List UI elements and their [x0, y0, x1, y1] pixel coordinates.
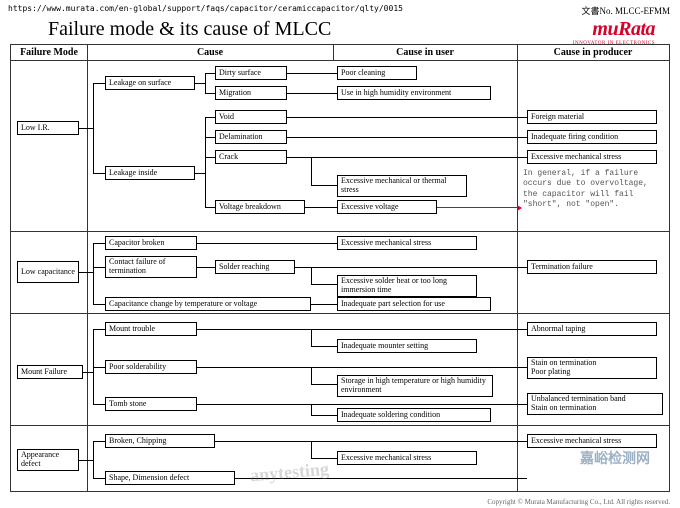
prod-mech2: Excessive mechanical stress — [527, 434, 657, 448]
prod-mech: Excessive mechanical stress — [527, 150, 657, 164]
doc-number: 文書No. MLCC-EFMM — [581, 4, 670, 17]
col-cause-producer: Cause in producer — [517, 45, 669, 61]
prod-foreign: Foreign material — [527, 110, 657, 124]
cause-leak-inside: Leakage inside — [105, 166, 195, 180]
user-inad-mounter: Inadequate mounter setting — [337, 339, 477, 353]
cause-leak-surface: Leakage on surface — [105, 76, 195, 90]
mode-low-ir: Low I.R. — [17, 121, 79, 135]
user-mech-therm: Excessive mechanical or thermal stress — [337, 175, 467, 197]
user-humid: Use in high humidity environment — [337, 86, 491, 100]
cause-migration: Migration — [215, 86, 287, 100]
prod-abn-taping: Abnormal taping — [527, 322, 657, 336]
user-mech-stress: Excessive mechanical stress — [337, 236, 477, 250]
col-cause: Cause — [87, 45, 333, 61]
user-overvolt: Excessive voltage — [337, 200, 437, 214]
cause-shape: Shape, Dimension defect — [105, 471, 235, 485]
mode-mount-fail: Mount Failure — [17, 365, 83, 379]
source-url: https://www.murata.com/en-global/support… — [8, 4, 403, 13]
overvolt-arrow — [437, 207, 521, 208]
cause-contact-fail: Contact failure of termination — [105, 256, 197, 278]
user-inad-solder: Inadequate soldering condition — [337, 408, 491, 422]
overvolt-note: In general, if a failure occurs due to o… — [523, 169, 663, 211]
user-mech-stress2: Excessive mechanical stress — [337, 451, 477, 465]
copyright: Copyright © Murata Manufacturing Co., Lt… — [487, 498, 670, 506]
cause-broken-chip: Broken, Chipping — [105, 434, 215, 448]
prod-stain-plating: Stain on termination Poor plating — [527, 357, 657, 379]
user-solder-heat: Excessive solder heat or too long immers… — [337, 275, 477, 297]
cause-poor-solder: Poor solderability — [105, 360, 197, 374]
cause-dirty: Dirty surface — [215, 66, 287, 80]
cause-mount-trouble: Mount trouble — [105, 322, 197, 336]
user-storage: Storage in high temperature or high humi… — [337, 375, 493, 397]
cause-cap-change: Capacitance change by temperature or vol… — [105, 297, 311, 311]
cause-cap-broken: Capacitor broken — [105, 236, 197, 250]
watermark-cn: 嘉峪检测网 — [580, 448, 650, 468]
cause-delam: Delamination — [215, 130, 287, 144]
logo-text: muRata — [573, 18, 655, 41]
user-inad-part: Inadequate part selection for use — [337, 297, 491, 311]
page-title: Failure mode & its cause of MLCC — [48, 18, 331, 41]
prod-unbal: Unbalanced termination band Stain on ter… — [527, 393, 663, 415]
cause-solder-reach: Solder reaching — [215, 260, 295, 274]
brand-logo: muRata INNOVATOR IN ELECTRONICS — [573, 18, 655, 46]
cause-vbreak: Voltage breakdown — [215, 200, 305, 214]
mode-appearance: Appearance defect — [17, 449, 79, 471]
col-failure-mode: Failure Mode — [11, 45, 87, 61]
prod-term-fail: Termination failure — [527, 260, 657, 274]
prod-firing: Inadequate firing condition — [527, 130, 657, 144]
col-cause-user: Cause in user — [333, 45, 517, 61]
mode-low-cap: Low capacitance — [17, 261, 79, 283]
cause-tomb: Tomb stone — [105, 397, 197, 411]
cause-void: Void — [215, 110, 287, 124]
user-poor-clean: Poor cleaning — [337, 66, 417, 80]
cause-crack: Crack — [215, 150, 287, 164]
diagram-frame: Failure Mode Cause Cause in user Cause i… — [10, 44, 670, 492]
